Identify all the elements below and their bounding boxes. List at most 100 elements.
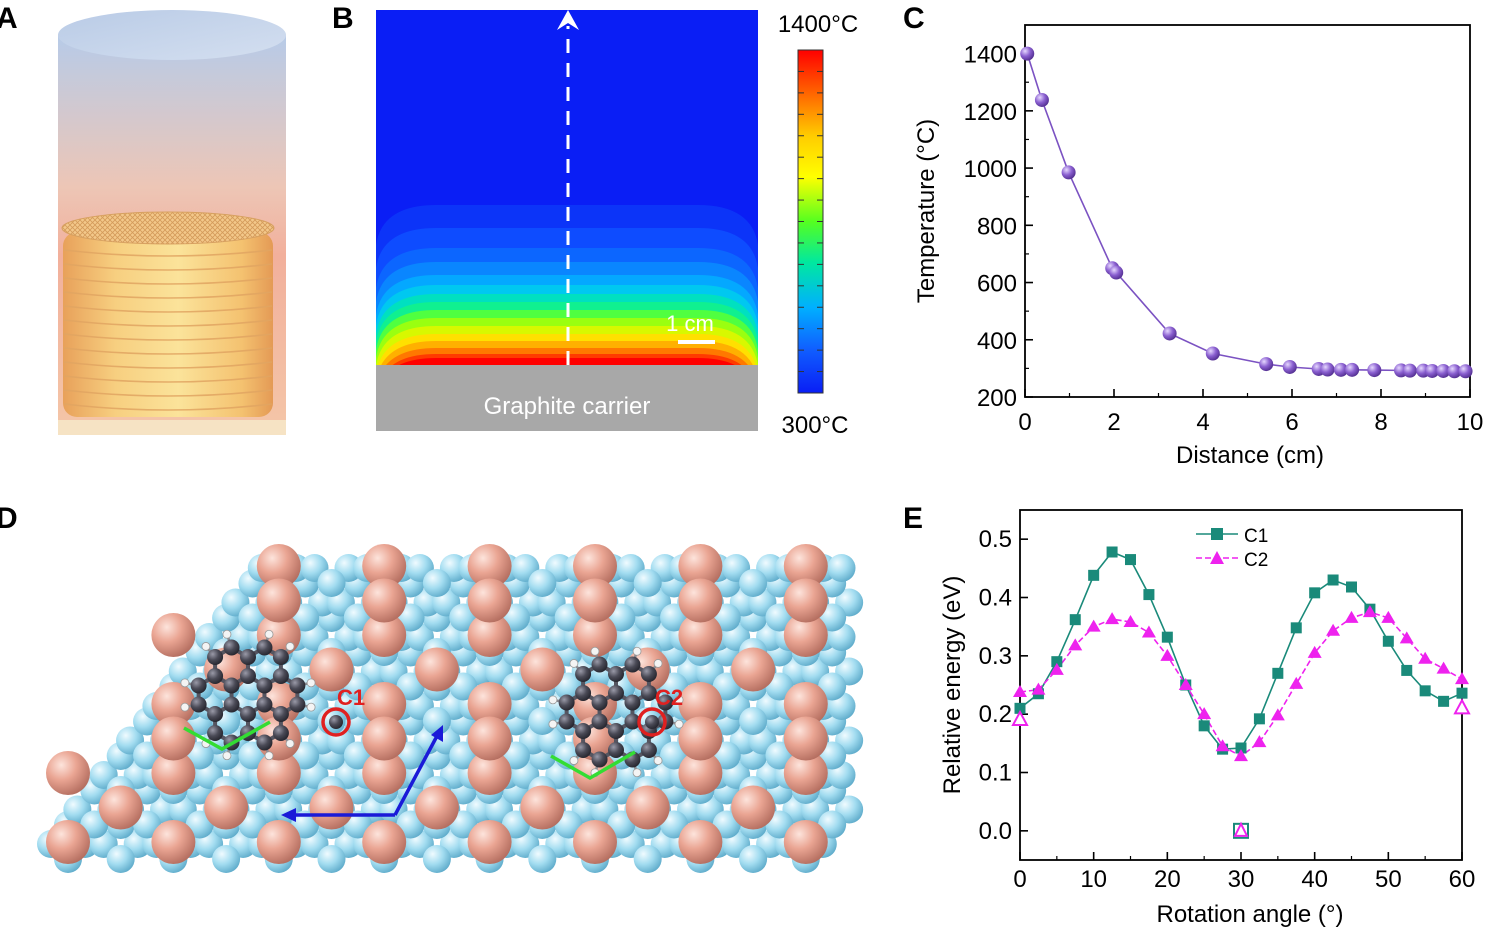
panel-b-letter: B <box>332 2 354 35</box>
chart-c-ticks: 0 2 4 6 8 10 200 400 600 800 1000 1200 1400 <box>964 42 1484 436</box>
copper-atom <box>151 682 196 726</box>
copper-atom <box>731 785 776 830</box>
colorbar-ticks <box>798 70 823 373</box>
colorbar-min-label: 300°C <box>782 412 849 439</box>
carbon-atom <box>289 696 306 713</box>
carbon-atom <box>272 706 289 722</box>
colorbar-max-label: 1400°C <box>778 11 858 38</box>
copper-atom <box>783 613 828 657</box>
series-c2-marker <box>1215 739 1230 752</box>
copper-atom <box>256 578 301 623</box>
series-c2-marker <box>1141 625 1156 638</box>
carbon-atom <box>289 677 306 694</box>
chart-e-ytick-label: 0.4 <box>979 585 1012 612</box>
lattice-vector-b <box>393 735 439 816</box>
copper-atom <box>520 647 565 692</box>
chart-e-xtick-label: 40 <box>1301 866 1328 893</box>
copper-atom <box>783 578 828 623</box>
carbon-atom <box>256 696 273 713</box>
copper-atom <box>362 682 407 726</box>
foil-layer-line <box>63 305 273 313</box>
chart-e-ytick-label: 0.5 <box>979 526 1012 553</box>
chart-c-xtick-label: 4 <box>1196 409 1209 436</box>
foil-layer-line <box>63 249 273 257</box>
copper-atom <box>573 820 617 864</box>
chart-c-xtick-label: 0 <box>1018 409 1031 436</box>
foil-layer-line <box>63 347 273 355</box>
panel-c-letter: C <box>903 2 925 35</box>
c2-end-marker <box>1453 698 1471 715</box>
series-c2-marker <box>1105 612 1120 625</box>
series-c2-marker <box>1436 661 1451 674</box>
carbon-atom <box>591 713 608 730</box>
carbon-atom <box>608 666 624 682</box>
copper-atom <box>467 682 512 726</box>
series-c2-marker <box>1197 707 1212 720</box>
site-c2-atom <box>645 715 659 729</box>
copper-atom <box>731 647 776 692</box>
series-c2-marker <box>1031 682 1046 695</box>
carbon-atom <box>640 666 657 682</box>
copper-atom <box>783 544 828 588</box>
chart-c-ytick-label: 1000 <box>964 156 1017 183</box>
series-c2-marker <box>1049 662 1064 675</box>
copper-atom <box>46 820 90 864</box>
panel-e-letter: E <box>903 502 923 535</box>
copper-atom <box>204 785 249 830</box>
hydrogen-atom <box>264 629 274 639</box>
lattice-annotations: C1 C2 <box>183 685 683 822</box>
series-c1-marker <box>1290 622 1302 634</box>
copper-atom <box>678 751 723 795</box>
chart-c-xtick-label: 6 <box>1285 409 1298 436</box>
foil-layer-line <box>63 403 273 411</box>
chart-c-point <box>1345 362 1360 377</box>
foil-layer-line <box>63 375 273 383</box>
foil-stack <box>63 232 273 417</box>
hydrogen-atom <box>632 768 642 778</box>
foil-layer-line <box>63 333 273 341</box>
cyan-atom <box>827 554 856 582</box>
copper-atom <box>678 613 723 657</box>
hydrogen-atom <box>285 739 295 748</box>
series-c2-marker <box>1270 708 1285 721</box>
series-c1-marker <box>1456 687 1468 699</box>
chart-c-point <box>1259 357 1274 372</box>
hydrogen-atom <box>653 659 663 668</box>
copper-atom <box>98 785 143 830</box>
chart-c-point <box>1034 92 1049 107</box>
copper-atom <box>467 613 512 657</box>
chart-c-point <box>1458 364 1473 379</box>
hydrogen-atom <box>306 702 316 712</box>
cyan-atom <box>739 707 768 735</box>
hydrogen-atom <box>222 629 232 639</box>
copper-atom <box>678 716 723 761</box>
foil-layer-line <box>63 361 273 369</box>
series-c1-marker <box>1088 569 1100 581</box>
carbon-atom <box>640 685 657 701</box>
carbon-atom <box>591 694 608 711</box>
legend-c1-marker <box>1211 528 1223 540</box>
lattice-model <box>37 544 864 873</box>
chart-c-point <box>1447 364 1462 379</box>
graphite-carrier-label: Graphite carrier <box>484 393 651 420</box>
series-c1-marker <box>1253 713 1265 725</box>
chart-c-point <box>1162 326 1177 341</box>
chart-e-xtick-label: 20 <box>1154 866 1181 893</box>
hydrogen-atom <box>285 642 295 651</box>
site-c1-label: C1 <box>337 685 365 710</box>
hydrogen-atom <box>548 719 558 729</box>
chart-c-curve <box>1026 53 1466 372</box>
carbon-atom <box>558 713 575 730</box>
copper-atom <box>520 785 565 830</box>
copper-atom <box>625 785 670 830</box>
hydrogen-atom <box>653 756 663 765</box>
hydrogen-atom <box>180 678 190 688</box>
arrow-head-icon <box>557 10 579 30</box>
chart-c-point <box>1333 362 1348 377</box>
chart-c-ytick-label: 400 <box>977 328 1017 355</box>
copper-atom <box>414 647 459 692</box>
carbon-atom <box>608 742 624 758</box>
hydrogen-atom <box>180 702 190 712</box>
chart-c-point <box>1402 363 1417 378</box>
